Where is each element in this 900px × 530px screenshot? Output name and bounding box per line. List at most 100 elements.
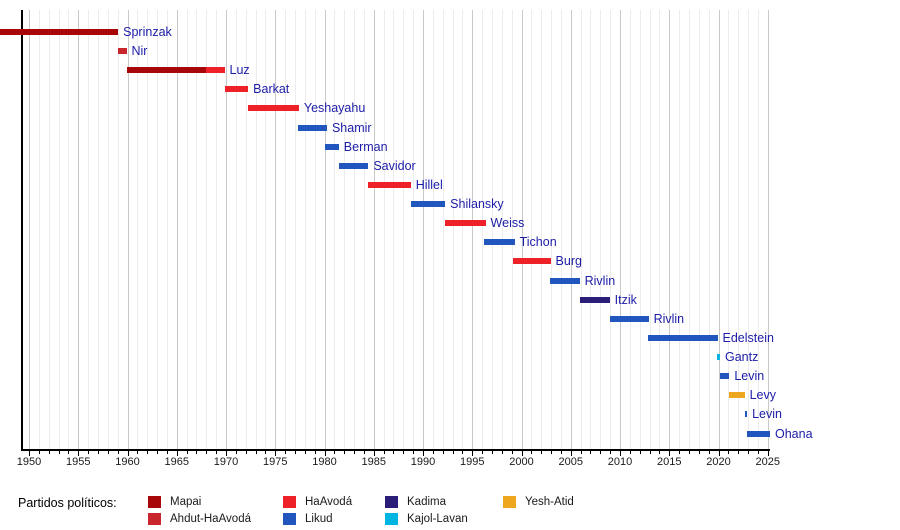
timeline-bar-segment xyxy=(580,296,610,303)
gridline-year xyxy=(216,10,218,449)
speaker-label[interactable]: Shamir xyxy=(331,120,372,135)
gridline-year xyxy=(718,10,720,449)
gridline-year xyxy=(620,10,621,449)
speaker-label[interactable]: Ohana xyxy=(775,426,813,441)
legend-swatch-mapai xyxy=(148,496,161,508)
gridline-year xyxy=(58,10,60,449)
axis-tick xyxy=(698,450,700,454)
axis-tick xyxy=(58,450,60,454)
axis-tick xyxy=(226,450,227,456)
speaker-label[interactable]: Weiss xyxy=(490,216,525,231)
axis-tick xyxy=(245,450,247,454)
gridline-year xyxy=(649,10,651,449)
legend-swatch-kadima xyxy=(385,496,398,508)
speaker-label[interactable]: Sprinzak xyxy=(123,25,172,39)
gridline-year xyxy=(127,10,129,449)
gridline-year xyxy=(137,10,139,449)
axis-tick xyxy=(413,450,415,454)
timeline-bar-segment xyxy=(0,29,119,35)
y-axis-line xyxy=(21,10,23,450)
axis-tick xyxy=(275,450,277,456)
axis-tick xyxy=(767,450,769,456)
gridline-year xyxy=(294,10,296,449)
speaker-label[interactable]: Shilansky xyxy=(450,197,504,212)
gridline-year xyxy=(166,10,168,449)
gridline-year xyxy=(590,10,592,449)
timeline-bar-segment xyxy=(550,277,580,284)
timeline-bar-segment xyxy=(609,315,649,322)
speaker-label[interactable]: Rivlin xyxy=(653,311,685,326)
axis-tick xyxy=(491,450,493,454)
axis-tick xyxy=(659,450,661,454)
timeline-bar-segment xyxy=(747,430,770,437)
gridline-year xyxy=(255,10,257,449)
x-axis-line xyxy=(21,449,770,451)
axis-tick xyxy=(285,450,287,454)
gridline-year xyxy=(245,10,247,449)
gridline-year xyxy=(708,10,710,449)
legend-label-kadima: Kadima xyxy=(407,496,446,508)
axis-tick-label: 1985 xyxy=(361,456,386,468)
speaker-label[interactable]: Berman xyxy=(343,139,388,154)
gridline-year xyxy=(757,10,759,449)
axis-tick xyxy=(48,450,50,454)
axis-tick xyxy=(738,450,740,454)
gridline-year xyxy=(521,10,523,449)
speaker-label[interactable]: Levin xyxy=(752,407,782,422)
axis-tick-label: 1955 xyxy=(66,456,91,468)
gridline-year xyxy=(669,10,671,449)
gridline-year xyxy=(393,10,395,449)
legend-swatch-haavoda xyxy=(283,496,296,508)
speaker-label[interactable]: Gantz xyxy=(724,350,759,365)
axis-tick xyxy=(560,450,562,454)
speaker-label[interactable]: Hillel xyxy=(415,177,443,192)
gridline-year xyxy=(432,10,434,449)
legend-label-kajol-lavan: Kajol-Lavan xyxy=(407,512,468,525)
axis-tick xyxy=(718,450,720,456)
gridline-year xyxy=(728,10,730,449)
speaker-label[interactable]: Edelstein xyxy=(722,330,774,345)
gridline-year xyxy=(442,10,444,449)
legend-label-mapai: Mapai xyxy=(170,496,202,508)
gridline-year xyxy=(38,10,40,449)
speaker-label[interactable]: Nir xyxy=(131,44,148,59)
gridline-year xyxy=(324,10,326,449)
axis-tick xyxy=(117,450,119,454)
speaker-label[interactable]: Burg xyxy=(555,254,582,269)
axis-tick xyxy=(373,450,375,456)
speaker-label[interactable]: Barkat xyxy=(253,82,290,97)
gridline-year xyxy=(363,10,365,449)
axis-tick xyxy=(196,450,198,454)
gridline-year xyxy=(226,10,227,449)
speaker-label[interactable]: Savidor xyxy=(373,158,416,173)
gridline-year xyxy=(275,10,277,449)
axis-tick xyxy=(383,450,385,454)
gridline-year xyxy=(472,10,474,449)
timeline-bar-segment xyxy=(224,86,249,93)
speaker-label[interactable]: Levy xyxy=(749,388,776,403)
axis-tick xyxy=(78,450,80,456)
gridline-year xyxy=(629,10,631,449)
axis-tick xyxy=(620,450,621,456)
axis-tick-label: 2005 xyxy=(558,456,583,468)
timeline-bar-segment xyxy=(324,143,339,150)
gridline-year xyxy=(738,10,740,449)
axis-tick-label: 2000 xyxy=(509,456,534,468)
gridline-year xyxy=(541,10,543,449)
gridline-year xyxy=(88,10,90,449)
timeline-bar-segment xyxy=(117,48,127,55)
axis-tick xyxy=(511,450,513,454)
speaker-label[interactable]: Yeshayahu xyxy=(303,101,366,116)
gridline-year xyxy=(531,10,533,449)
gridline-year xyxy=(491,10,493,449)
speaker-label[interactable]: Luz xyxy=(229,63,250,78)
speaker-label[interactable]: Tichon xyxy=(519,235,557,250)
axis-tick xyxy=(334,450,336,454)
speaker-label[interactable]: Rivlin xyxy=(584,273,616,288)
axis-tick xyxy=(708,450,710,454)
speaker-label[interactable]: Levin xyxy=(734,369,765,384)
gridline-year xyxy=(107,10,109,449)
speaker-label[interactable]: Itzik xyxy=(614,292,637,307)
axis-tick xyxy=(403,450,405,454)
